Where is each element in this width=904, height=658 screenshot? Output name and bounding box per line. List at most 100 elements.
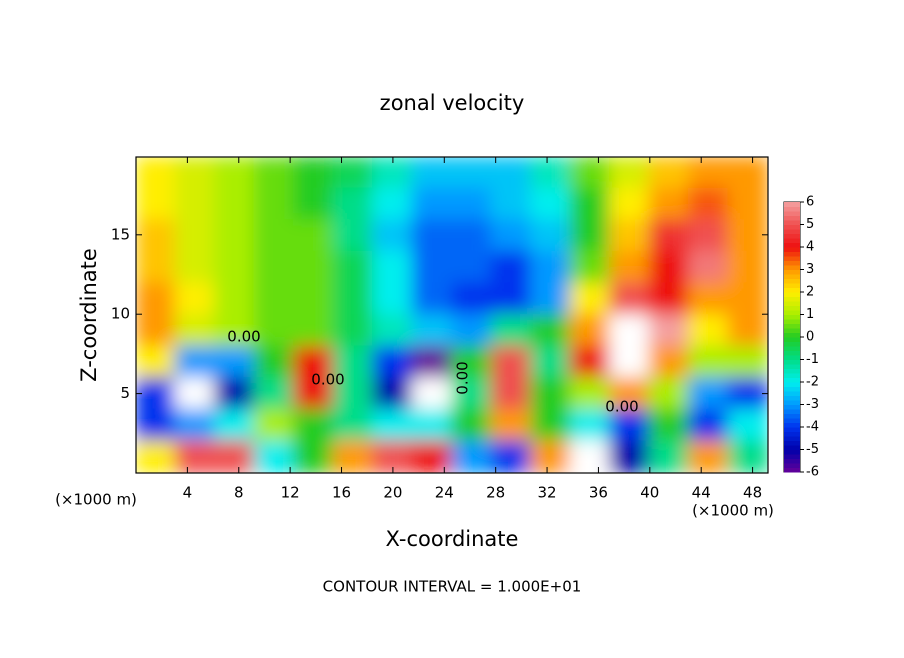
heat-cell xyxy=(688,440,730,473)
colorbar-step xyxy=(784,422,800,428)
colorbar-step xyxy=(784,305,800,311)
heat-cell xyxy=(332,187,374,222)
heat-cell xyxy=(490,314,532,348)
heat-cell xyxy=(451,219,493,253)
heat-cell xyxy=(372,408,414,443)
heat-cell xyxy=(727,187,768,222)
heat-cell xyxy=(293,377,335,411)
heat-cell xyxy=(569,345,611,380)
x-tick-label: 36 xyxy=(589,484,608,502)
heat-cell xyxy=(253,157,295,190)
heat-cell xyxy=(253,282,295,316)
heat-cell xyxy=(372,250,414,285)
heat-cell xyxy=(451,377,493,411)
heat-cell xyxy=(253,440,295,473)
contour-label: 0.00 xyxy=(454,361,472,394)
heat-cell xyxy=(727,314,768,348)
heat-cell xyxy=(688,250,730,285)
heat-cell xyxy=(293,219,335,253)
heat-cell xyxy=(530,157,572,190)
heat-cell xyxy=(490,282,532,316)
colorbar-tick-label: -6 xyxy=(806,465,819,480)
heat-cell xyxy=(727,250,768,285)
x-unit: (×1000 m) xyxy=(692,502,774,520)
y-tick-label: 10 xyxy=(111,305,130,323)
colorbar-tick-label: 5 xyxy=(806,217,814,232)
heat-cell xyxy=(648,345,690,380)
heat-cell xyxy=(214,377,256,411)
heat-cell xyxy=(569,377,611,411)
colorbar-step xyxy=(784,233,800,239)
colorbar-tick-label: -5 xyxy=(806,442,819,457)
colorbar-step xyxy=(784,301,800,306)
heat-cell xyxy=(136,187,177,222)
heat-cell xyxy=(530,377,572,411)
colorbar-tick-label: 1 xyxy=(806,307,814,322)
contour-label: 0.00 xyxy=(311,371,344,389)
colorbar-step xyxy=(784,427,800,432)
heat-cell xyxy=(688,345,730,380)
chart-title: zonal velocity xyxy=(380,91,525,115)
x-unit: (×1000 m) xyxy=(55,491,137,509)
heat-cell xyxy=(332,282,374,316)
heat-cell xyxy=(648,282,690,316)
heat-cell xyxy=(372,345,414,380)
heat-cell xyxy=(727,157,768,190)
heat-cell xyxy=(569,187,611,222)
heat-cell xyxy=(569,250,611,285)
heat-cell xyxy=(609,187,651,222)
heat-cell xyxy=(727,282,768,316)
heat-cell xyxy=(214,314,256,348)
heat-cell xyxy=(214,219,256,253)
heat-cell xyxy=(727,377,768,411)
colorbar-step xyxy=(784,247,800,252)
heat-cell xyxy=(332,250,374,285)
colorbar-step xyxy=(784,346,800,351)
colorbar-step xyxy=(784,458,800,464)
colorbar-step xyxy=(784,287,800,293)
heat-cell xyxy=(174,440,216,473)
heat-cell xyxy=(372,187,414,222)
colorbar-step xyxy=(784,283,800,288)
colorbar-step xyxy=(784,467,800,473)
heat-cell xyxy=(136,377,177,411)
x-tick-label: 20 xyxy=(383,484,402,502)
colorbar-step xyxy=(784,319,800,324)
heat-cell xyxy=(136,250,177,285)
colorbar-step xyxy=(784,269,800,275)
colorbar-step xyxy=(784,409,800,414)
heat-cell xyxy=(174,377,216,411)
heat-cell xyxy=(136,440,177,473)
heat-cell xyxy=(332,345,374,380)
heat-cell xyxy=(411,187,453,222)
colorbar-step xyxy=(784,274,800,279)
x-tick-label: 48 xyxy=(743,484,762,502)
x-tick-label: 24 xyxy=(435,484,454,502)
x-axis-label: X-coordinate xyxy=(386,527,519,551)
heat-cell xyxy=(136,314,177,348)
heat-cell xyxy=(648,377,690,411)
colorbar-step xyxy=(784,454,800,459)
colorbar-step xyxy=(784,368,800,374)
heat-cell xyxy=(451,314,493,348)
heat-cell xyxy=(411,408,453,443)
heat-cell xyxy=(174,314,216,348)
colorbar-tick-label: 6 xyxy=(806,195,814,210)
colorbar-step xyxy=(784,382,800,387)
x-tick-label: 16 xyxy=(332,484,351,502)
heat-cell xyxy=(530,408,572,443)
heat-cell xyxy=(530,187,572,222)
colorbar-step xyxy=(784,373,800,378)
heat-cell xyxy=(569,219,611,253)
heat-cell xyxy=(569,314,611,348)
heat-cell xyxy=(688,314,730,348)
x-tick-label: 40 xyxy=(640,484,659,502)
heat-cell xyxy=(727,345,768,380)
heat-cell xyxy=(411,314,453,348)
heat-cell xyxy=(372,282,414,316)
colorbar-step xyxy=(784,359,800,365)
y-tick-label: 15 xyxy=(111,225,130,243)
heat-cell xyxy=(293,282,335,316)
contour-label: 0.00 xyxy=(227,328,260,346)
